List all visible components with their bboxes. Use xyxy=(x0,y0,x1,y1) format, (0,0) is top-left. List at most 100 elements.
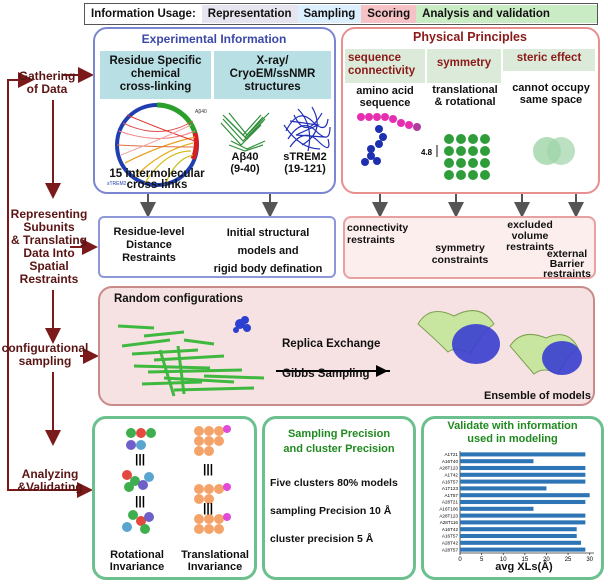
residue-level-restraints: Residue-level Distance Restraints xyxy=(113,226,185,264)
avg-crosslink-bar-chart: A1T21A16T40A28T123A1T42A16T57A1T123A1T57… xyxy=(439,451,594,563)
ensemble-models-image xyxy=(417,310,582,375)
chart-category-label: A16T57 xyxy=(442,534,459,539)
chart-bar xyxy=(460,465,586,471)
gibbs-sampling-label: Gibbs Sampling xyxy=(282,368,370,380)
legend-scoring: Scoring xyxy=(361,5,417,23)
crosslink-header: Residue Specific chemical cross-linking xyxy=(100,51,211,99)
chart-xtick-label: 20 xyxy=(543,557,550,563)
physical-restraints-panel: connectivity restraints symmetry constra… xyxy=(343,216,596,279)
legend-representation: Representation xyxy=(201,5,298,23)
chart-category-label: A16T42 xyxy=(442,527,459,532)
chart-xtick-label: 25 xyxy=(565,557,572,563)
chart-xtick-label: 0 xyxy=(458,557,462,563)
strem2-caption: sTREM2 (19-121) xyxy=(283,151,327,175)
symmetry-header: symmetry xyxy=(427,49,501,83)
chart-xtick-label: 30 xyxy=(586,557,593,563)
connectivity-header: sequence connectivity xyxy=(345,49,425,83)
precision-title: Sampling Precision and cluster Precision xyxy=(283,428,395,455)
chart-bar xyxy=(460,499,586,505)
step-gathering: Gathering of Data xyxy=(14,70,80,96)
rotational-invariance-label: Rotational Invariance xyxy=(109,549,165,573)
ensemble-of-models-label: Ensemble of models xyxy=(484,390,591,402)
chart-bar xyxy=(460,452,586,457)
precision-line-1: Five clusters 80% models xyxy=(270,477,398,489)
replica-exchange-label: Replica Exchange xyxy=(282,338,381,350)
strem2-structure-image xyxy=(283,106,331,152)
xray-header: X-ray/ CryoEM/ssNMR structures xyxy=(214,51,331,99)
precision-line-2: sampling Precision 10 Å xyxy=(270,505,392,517)
ring-label-strem2: sTREM2 xyxy=(107,181,127,187)
chart-category-label: A1T42 xyxy=(444,473,458,478)
step-representing: Representing Subunits & Translating Data… xyxy=(6,208,92,286)
step-analyzing: Analyzing &Validating xyxy=(10,468,90,494)
random-configurations-label: Random configurations xyxy=(114,293,244,305)
symmetry-constraints: symmetry constraints xyxy=(431,242,489,266)
abeta-caption: Aβ40 (9-40) xyxy=(230,151,260,175)
precision-line-3: cluster precision 5 Å xyxy=(270,533,374,545)
chart-category-label: A16T40 xyxy=(442,459,459,464)
precision-panel: Sampling Precision and cluster Precision… xyxy=(262,416,416,580)
chart-category-label: A16T57 xyxy=(442,479,459,484)
chart-bar xyxy=(460,520,586,525)
chart-category-label: A28T123 xyxy=(439,466,458,471)
legend-sampling: Sampling xyxy=(297,5,362,23)
experimental-information-panel: Experimental Information Residue Specifi… xyxy=(93,27,336,194)
legend-title: Information Usage: xyxy=(91,8,196,20)
chart-bar xyxy=(460,513,586,518)
chart-bar xyxy=(460,533,577,539)
step-configurational: configurational sampling xyxy=(0,342,90,368)
steric-overlap-image xyxy=(533,137,575,165)
chart-bar xyxy=(460,506,534,511)
bead-chain-image xyxy=(357,113,421,166)
connectivity-restraints: connectivity restraints xyxy=(347,222,409,246)
validation-panel: Validate with information used in modeli… xyxy=(421,416,604,580)
physical-title: Physical Principles xyxy=(413,30,527,44)
chart-category-label: A28T123 xyxy=(439,513,458,518)
translational-equiv-1: ||| xyxy=(203,462,213,476)
chart-category-label: A1T123 xyxy=(442,486,459,491)
initial-models-text: Initial structural models and rigid body… xyxy=(213,227,323,275)
validation-title: Validate with information used in modeli… xyxy=(447,420,578,445)
chart-xtick-label: 10 xyxy=(500,557,507,563)
symmetry-grid-image: 4.8 xyxy=(421,134,490,180)
abeta-structure-image xyxy=(220,112,270,152)
chart-bar xyxy=(460,479,586,484)
restraint-arrows xyxy=(140,194,584,218)
rotational-equiv-1: ||| xyxy=(135,452,145,466)
chart-bar xyxy=(460,459,534,464)
step-gathering-label: Gathering of Data xyxy=(18,69,76,96)
chart-category-label: A28T21 xyxy=(442,500,459,505)
invariance-panel: ||| ||| ||| ||| Rotational Invariance Tr… xyxy=(92,416,257,580)
chart-xlabel: avg XLs(Å) xyxy=(495,561,553,573)
physical-principles-panel: Physical Principles sequence connectivit… xyxy=(341,27,600,194)
connectivity-text: amino acid sequence xyxy=(356,85,414,109)
chart-category-label: A28T42 xyxy=(442,541,459,546)
sampling-arrow xyxy=(276,365,390,377)
chart-bar xyxy=(460,472,586,477)
chart-bar xyxy=(460,547,586,552)
chart-bar xyxy=(460,493,590,498)
symmetry-text: translational & rotational xyxy=(432,84,498,108)
chart-category-label: A16T106 xyxy=(439,507,458,512)
invariance-illustration: ||| ||| ||| ||| xyxy=(122,425,231,534)
chart-category-label: A1T57 xyxy=(444,493,458,498)
chart-category-label: A28T116 xyxy=(440,520,459,525)
translational-invariance-label: Translational Invariance xyxy=(181,549,249,573)
step-configurational-label: configurational sampling xyxy=(1,341,89,368)
random-configurations-image xyxy=(117,316,265,397)
chart-category-label: A28T57 xyxy=(442,547,459,552)
experimental-restraints-panel: Residue-level Distance Restraints Initia… xyxy=(98,216,336,278)
workflow-arrows xyxy=(7,67,99,498)
configurational-sampling-panel: Random configurations Replica Exchange G… xyxy=(98,286,595,406)
rotational-equiv-2: ||| xyxy=(135,494,145,508)
external-barrier-restraints: external Barrier restraints xyxy=(543,248,591,280)
experimental-title: Experimental Information xyxy=(141,32,287,46)
translational-equiv-2: ||| xyxy=(203,501,213,515)
chart-bar xyxy=(460,527,577,532)
chart-category-label: A1T21 xyxy=(444,452,458,457)
chart-bar xyxy=(460,486,547,491)
information-usage-legend: Information Usage: Representation Sampli… xyxy=(84,3,598,25)
ring-label-abeta: Aβ40 xyxy=(195,109,207,115)
legend-analysis: Analysis and validation xyxy=(416,5,597,23)
step-representing-label: Representing Subunits & Translating Data… xyxy=(10,207,88,286)
